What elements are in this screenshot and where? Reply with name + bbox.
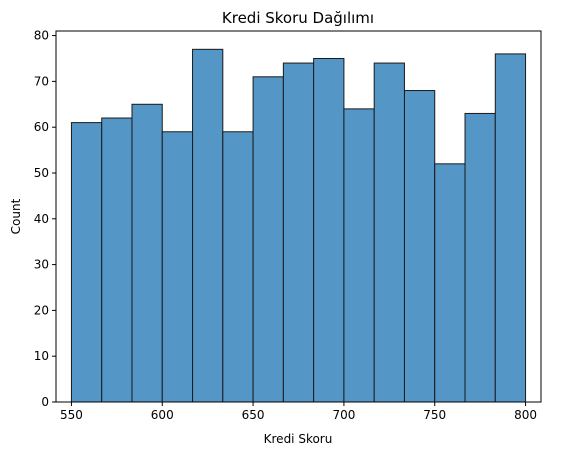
histogram-bar — [101, 117, 133, 403]
y-axis-ticks: 0 10 20 30 40 50 60 70 80 — [34, 29, 56, 409]
histogram-bar — [434, 163, 466, 403]
y-tick-label: 10 — [34, 349, 49, 363]
histogram-bar — [343, 108, 375, 403]
bars-group — [70, 48, 527, 403]
histogram-bar — [313, 57, 345, 403]
x-tick-label: 800 — [514, 408, 537, 422]
y-tick-label: 80 — [34, 29, 49, 43]
histogram-bar — [373, 62, 405, 403]
y-tick-label: 70 — [34, 74, 49, 88]
histogram-bar — [222, 131, 254, 403]
x-tick-label: 650 — [242, 408, 265, 422]
y-tick-label: 40 — [34, 212, 49, 226]
y-tick-label: 50 — [34, 166, 49, 180]
x-tick-label: 700 — [332, 408, 355, 422]
x-tick-label: 550 — [60, 408, 83, 422]
histogram-bar — [70, 122, 103, 403]
y-tick-label: 30 — [34, 258, 49, 272]
y-tick-label: 20 — [34, 303, 49, 317]
chart-title: Kredi Skoru Dağılımı — [222, 9, 374, 27]
histogram-bar — [464, 112, 496, 403]
x-axis-ticks: 550 600 650 700 750 800 — [60, 402, 537, 422]
x-tick-label: 750 — [423, 408, 446, 422]
x-axis-label: Kredi Skoru — [264, 432, 333, 446]
histogram-bar — [161, 131, 194, 403]
histogram-bar — [192, 48, 224, 403]
y-tick-label: 0 — [41, 395, 49, 409]
plot-frame — [55, 30, 542, 403]
histogram-bar — [494, 53, 527, 403]
y-axis-label: Count — [9, 198, 23, 234]
histogram-bar — [403, 90, 436, 403]
y-tick-label: 60 — [34, 120, 49, 134]
x-tick-label: 600 — [151, 408, 174, 422]
histogram-bar — [252, 76, 284, 403]
histogram-bar — [131, 103, 163, 403]
histogram-bar — [282, 62, 315, 403]
